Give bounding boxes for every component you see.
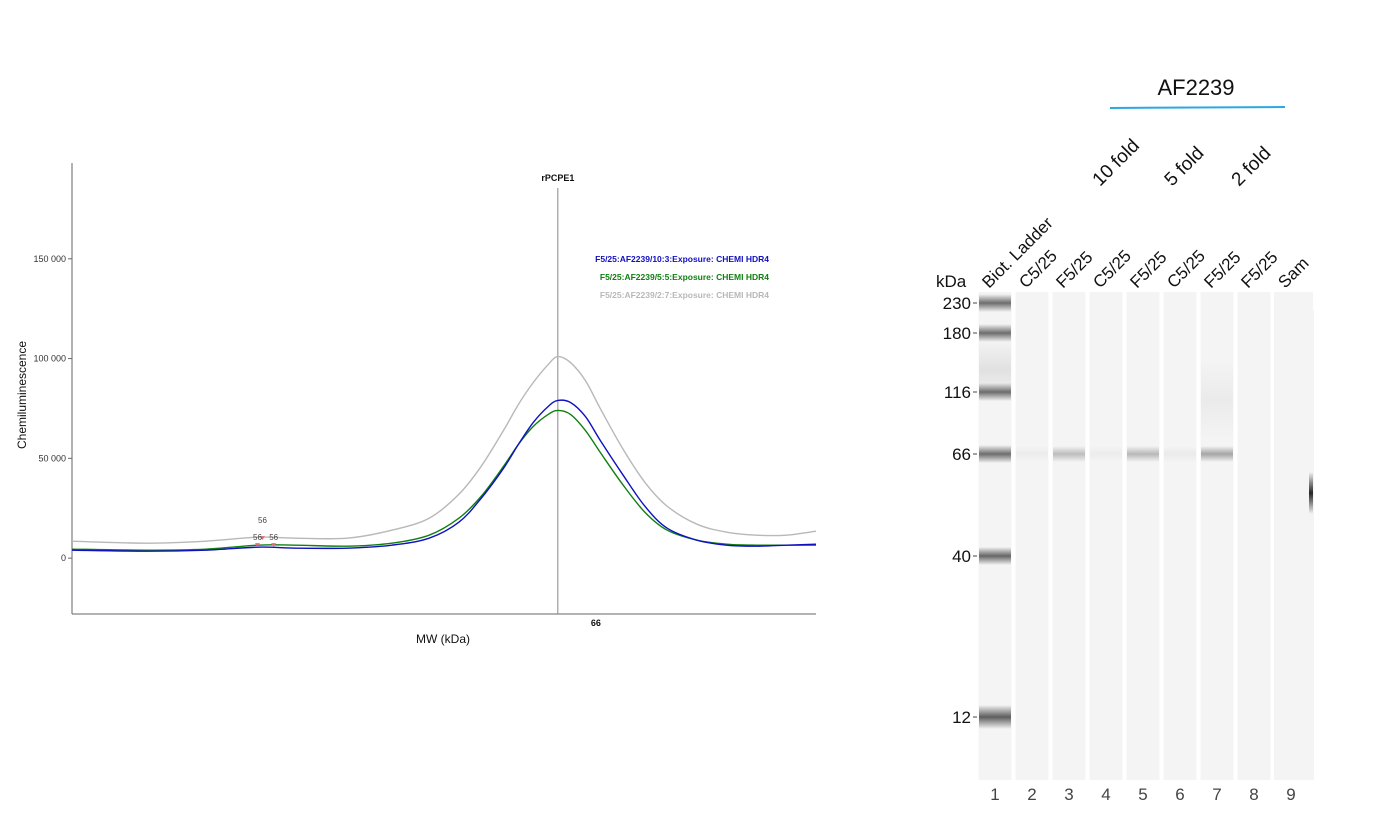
series-line-0 [71,399,817,552]
mw-marker-labels: 230 180 116 66 40 12 [943,294,977,727]
gel-lanes [978,292,1314,780]
lane-labels: Biot. LadderC5/25F5/25C5/25F5/25C5/25F5/… [978,213,1312,291]
gel-band [1053,446,1085,462]
lane-number: 8 [1249,785,1258,804]
peak-marker [254,543,260,548]
dilution-labels: 10 fold 5 fold 2 fold [1089,135,1276,190]
gel-lane [1052,292,1086,780]
gel-band [979,445,1011,463]
series-lines [71,355,817,552]
gel-lane [1015,292,1049,780]
kda-label: kDa [936,272,967,291]
gel-band [1016,446,1048,462]
gel-band [1090,446,1122,462]
gel-lane [1200,292,1234,780]
peak-annotation: 56 [269,533,278,542]
lane-number: 3 [1064,785,1073,804]
group-line [1109,106,1286,109]
gel-band [1164,446,1196,462]
legend-entry: F5/25:AF2239/2:7:Exposure: CHEMI HDR4 [600,290,769,300]
lane-label: Sam [1274,254,1312,292]
lane-smear [1201,360,1233,440]
gel-band [979,324,1011,342]
mw-label: 180 [943,324,971,343]
gel-lane [1089,292,1123,780]
gel-crop-mask [1313,180,1394,310]
lane-label: F5/25 [1200,248,1244,292]
lane-numbers: 1 2 3 4 5 6 7 8 9 [990,785,1295,804]
lane-label: Biot. Ladder [978,213,1056,291]
mw-label: 40 [952,547,971,566]
lane-label: C5/25 [1089,246,1135,292]
gel-band [979,547,1011,565]
marker-label: rPCPE1 [541,173,574,183]
y-axis-label: Chemiluminescence [15,341,29,449]
lane-number: 2 [1027,785,1036,804]
lane-number: 9 [1286,785,1295,804]
gel-band [979,705,1011,729]
series-line-2 [71,355,817,544]
lane-label: F5/25 [1052,248,1096,292]
peak-annotation: 56 [253,533,262,542]
peak-marker [271,543,277,548]
gel-title: AF2239 [1157,75,1234,100]
y-tick-label: 100 000 [33,354,66,364]
mw-label: 230 [943,294,971,313]
lane-number: 1 [990,785,999,804]
series-line-1 [71,409,816,551]
gel-lane [1163,292,1197,780]
mw-label: 116 [944,383,971,402]
gel-lane [978,292,1012,780]
x-axis-label: MW (kDa) [416,632,470,646]
lane-number: 6 [1175,785,1184,804]
gel-lane [1237,292,1271,780]
lane-number: 4 [1101,785,1110,804]
y-ticks: 0 50 000 100 000 150 000 [33,254,72,563]
lane-number: 7 [1212,785,1221,804]
gel-lane [1274,292,1314,780]
legend-entry: F5/25:AF2239/5:5:Exposure: CHEMI HDR4 [600,272,769,282]
legend: F5/25:AF2239/10:3:Exposure: CHEMI HDR4 F5… [595,254,769,300]
lane-label: C5/25 [1163,246,1209,292]
gel-band [1127,446,1159,462]
gel-band [979,383,1011,401]
gel-band [979,294,1011,312]
lane-label: F5/25 [1126,248,1170,292]
peak-annotation: 56 [258,516,267,525]
dilution-label: 10 fold [1089,135,1144,190]
mw-label: 66 [952,445,971,464]
y-tick-label: 0 [61,553,66,563]
gel-band [1201,446,1233,462]
gel-bands [979,294,1313,729]
lane-label: F5/25 [1237,248,1281,292]
peak-marker [259,536,265,541]
lane-number: 5 [1138,785,1147,804]
y-tick-label: 150 000 [33,254,66,264]
mw-label: 12 [952,708,971,727]
gel-band-edge [1309,472,1313,514]
dilution-label: 2 fold [1228,143,1276,191]
ladder-smear [979,340,1011,400]
dilution-label: 5 fold [1161,143,1209,191]
marker-tick-label: 66 [591,618,601,628]
legend-entry: F5/25:AF2239/10:3:Exposure: CHEMI HDR4 [595,254,769,264]
lane-label: C5/25 [1015,246,1061,292]
y-tick-label: 50 000 [38,453,66,463]
gel-lane [1126,292,1160,780]
